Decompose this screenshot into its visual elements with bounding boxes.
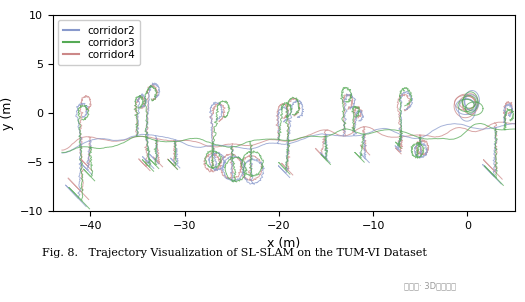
Text: Fig. 8.   Trajectory Visualization of SL-SLAM on the TUM-VI Dataset: Fig. 8. Trajectory Visualization of SL-S…: [42, 248, 427, 258]
Legend: corridor2, corridor3, corridor4: corridor2, corridor3, corridor4: [58, 20, 140, 65]
Text: 公众号· 3D视觉之心: 公众号· 3D视觉之心: [404, 281, 457, 290]
X-axis label: x (m): x (m): [267, 237, 300, 250]
Y-axis label: y (m): y (m): [1, 97, 14, 130]
